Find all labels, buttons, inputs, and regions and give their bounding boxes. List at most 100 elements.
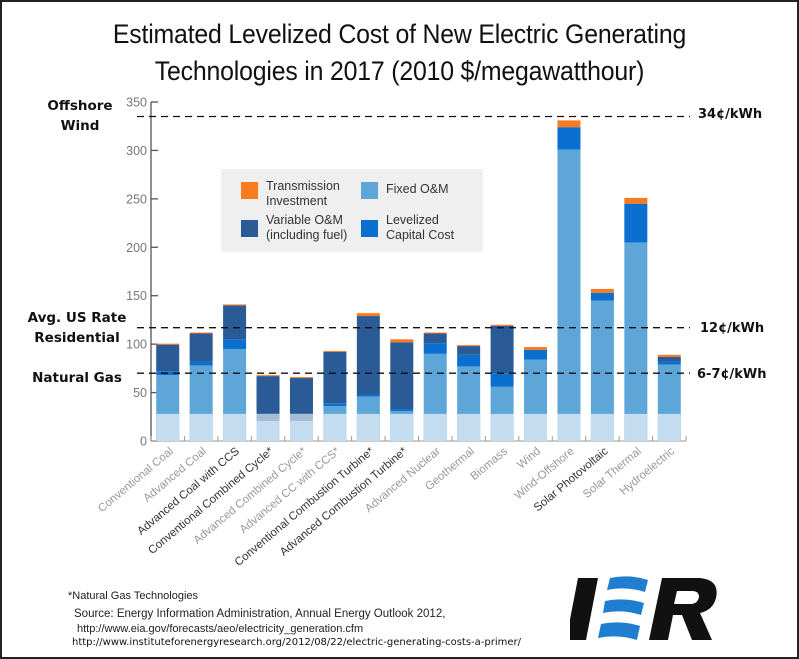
bar-segment-2-levelized-capital-cost — [223, 339, 247, 349]
annotation-natural-gas-line: Natural Gas — [32, 370, 122, 386]
bar-segment-5-levelized-capital-cost — [323, 403, 347, 407]
legend-swatch-capital-cost — [361, 220, 378, 237]
bar-segment-13-fixed-o-m — [590, 300, 614, 441]
bar-segment-7-variable-o-m-including-fuel- — [390, 342, 414, 410]
bar-segment-4-transmission-investment — [289, 377, 313, 379]
legend-swatch-transmission — [241, 182, 258, 199]
annotation-natural-gas: Natural Gas — [22, 368, 132, 388]
bar-base-band-6 — [356, 413, 380, 441]
legend-item-fixed-om: Fixed O&M — [361, 179, 449, 199]
y-tick-label-50: 50 — [133, 386, 147, 400]
logo-letter-r — [649, 578, 717, 640]
bar-segment-11-transmission-investment — [524, 347, 548, 350]
bar-segment-3-variable-o-m-including-fuel- — [256, 376, 280, 414]
bar-base-band-7 — [390, 413, 414, 441]
bar-segment-14-fixed-o-m — [624, 242, 648, 441]
bar-base-band-9 — [457, 413, 481, 441]
rate-label-residential: 12¢/kWh — [700, 321, 765, 336]
bar-segment-1-transmission-investment — [189, 332, 213, 334]
bar-segment-2-transmission-investment — [223, 304, 247, 306]
bar-base-band-10 — [490, 413, 514, 441]
bar-segment-1-variable-o-m-including-fuel- — [189, 333, 213, 362]
bar-base-band-3 — [256, 420, 280, 441]
bar-base-band-2 — [223, 413, 247, 441]
y-tick-label-100: 100 — [126, 338, 147, 352]
y-tick-label-300: 300 — [126, 144, 147, 158]
bar-segment-14-levelized-capital-cost — [624, 203, 648, 243]
chart-title-line-2: Technologies in 2017 (2010 $/megawatthou… — [154, 56, 645, 86]
footnote-natural-gas: *Natural Gas Technologies — [68, 590, 199, 602]
legend: Transmission Investment Fixed O&M Variab… — [221, 169, 483, 252]
y-tick-label-250: 250 — [126, 192, 147, 206]
bar-segment-2-variable-o-m-including-fuel- — [223, 305, 247, 340]
source-text: Source: Energy Information Administratio… — [74, 608, 446, 620]
logo-letter-e — [598, 576, 648, 640]
bar-segment-15-transmission-investment — [657, 354, 681, 357]
bar-segment-7-levelized-capital-cost — [390, 409, 414, 411]
annotation-residential-rate: Avg. US Rate Residential — [22, 308, 132, 348]
bar-base-band-0 — [156, 413, 180, 441]
bar-segment-9-transmission-investment — [457, 345, 481, 347]
bar-segment-8-levelized-capital-cost — [423, 343, 447, 354]
y-tick-label-200: 200 — [126, 241, 147, 255]
ier-logo — [570, 576, 717, 640]
legend-swatch-variable-om — [241, 220, 258, 237]
annotation-offshore-wind: Offshore Wind — [30, 96, 130, 136]
bar-segment-4-variable-o-m-including-fuel- — [289, 378, 313, 414]
bar-segment-13-levelized-capital-cost — [590, 292, 614, 301]
bar-segment-9-variable-o-m-including-fuel- — [457, 346, 481, 355]
article-url[interactable]: http://www.instituteforenergyresearch.or… — [72, 637, 522, 648]
annotation-residential-line-2: Residential — [34, 330, 120, 346]
bar-base-band-1 — [189, 413, 213, 441]
y-tick-label-350: 350 — [126, 96, 147, 110]
y-tick-label-0: 0 — [140, 435, 147, 449]
bar-base-band-5 — [323, 413, 347, 441]
bar-segment-10-transmission-investment — [490, 324, 514, 326]
bar-segment-7-transmission-investment — [390, 339, 414, 343]
annotation-residential-line-1: Avg. US Rate — [27, 310, 127, 326]
bar-segment-10-variable-o-m-including-fuel- — [490, 325, 514, 374]
bar-grey-band-4 — [289, 413, 313, 421]
bar-segment-0-variable-o-m-including-fuel- — [156, 344, 180, 372]
bar-segment-12-levelized-capital-cost — [557, 127, 581, 150]
bar-segment-12-fixed-o-m — [557, 149, 581, 441]
bar-base-band-11 — [524, 413, 548, 441]
bar-segment-6-transmission-investment — [356, 313, 380, 317]
bar-segment-11-levelized-capital-cost — [524, 349, 548, 360]
bar-base-band-4 — [289, 420, 313, 441]
bar-base-band-14 — [624, 413, 648, 441]
bar-segment-8-transmission-investment — [423, 332, 447, 334]
rate-label-natural-gas: 6-7¢/kWh — [697, 367, 767, 382]
legend-label-variable-om: Variable O&M (including fuel) — [266, 213, 348, 242]
y-tick-label-150: 150 — [126, 289, 147, 303]
legend-label-capital-cost: Levelized Capital Cost — [386, 213, 455, 242]
bar-segment-14-transmission-investment — [624, 197, 648, 204]
annotation-offshore-line-2: Wind — [60, 118, 100, 134]
legend-label-fixed-om: Fixed O&M — [386, 182, 449, 196]
annotation-offshore-line-1: Offshore — [47, 98, 113, 114]
bar-segment-8-variable-o-m-including-fuel- — [423, 333, 447, 344]
bar-segment-0-transmission-investment — [156, 343, 180, 345]
legend-item-variable-om: Variable O&M (including fuel) — [241, 213, 347, 243]
rate-label-offshore: 34¢/kWh — [698, 107, 763, 122]
bar-segment-9-levelized-capital-cost — [457, 354, 481, 367]
logo-letter-i — [570, 578, 598, 640]
bar-segment-13-transmission-investment — [590, 288, 614, 293]
bar-segment-5-variable-o-m-including-fuel- — [323, 351, 347, 404]
bar-segment-15-levelized-capital-cost — [657, 361, 681, 365]
bar-segment-12-transmission-investment — [557, 120, 581, 128]
legend-item-transmission: Transmission Investment — [241, 179, 340, 209]
bar-segment-10-levelized-capital-cost — [490, 373, 514, 387]
bar-base-band-12 — [557, 413, 581, 441]
legend-label-transmission: Transmission Investment — [266, 179, 340, 208]
bar-segment-5-transmission-investment — [323, 350, 347, 352]
bar-grey-band-3 — [256, 413, 280, 421]
bar-base-band-8 — [423, 413, 447, 441]
bar-segment-15-variable-o-m-including-fuel- — [657, 356, 681, 362]
bar-segment-3-transmission-investment — [256, 375, 280, 377]
source-url[interactable]: http://www.eia.gov/forecasts/aeo/electri… — [77, 623, 364, 635]
chart-title-line-1: Estimated Levelized Cost of New Electric… — [112, 19, 687, 49]
legend-swatch-fixed-om — [361, 182, 378, 199]
bar-segment-6-levelized-capital-cost — [356, 394, 380, 397]
